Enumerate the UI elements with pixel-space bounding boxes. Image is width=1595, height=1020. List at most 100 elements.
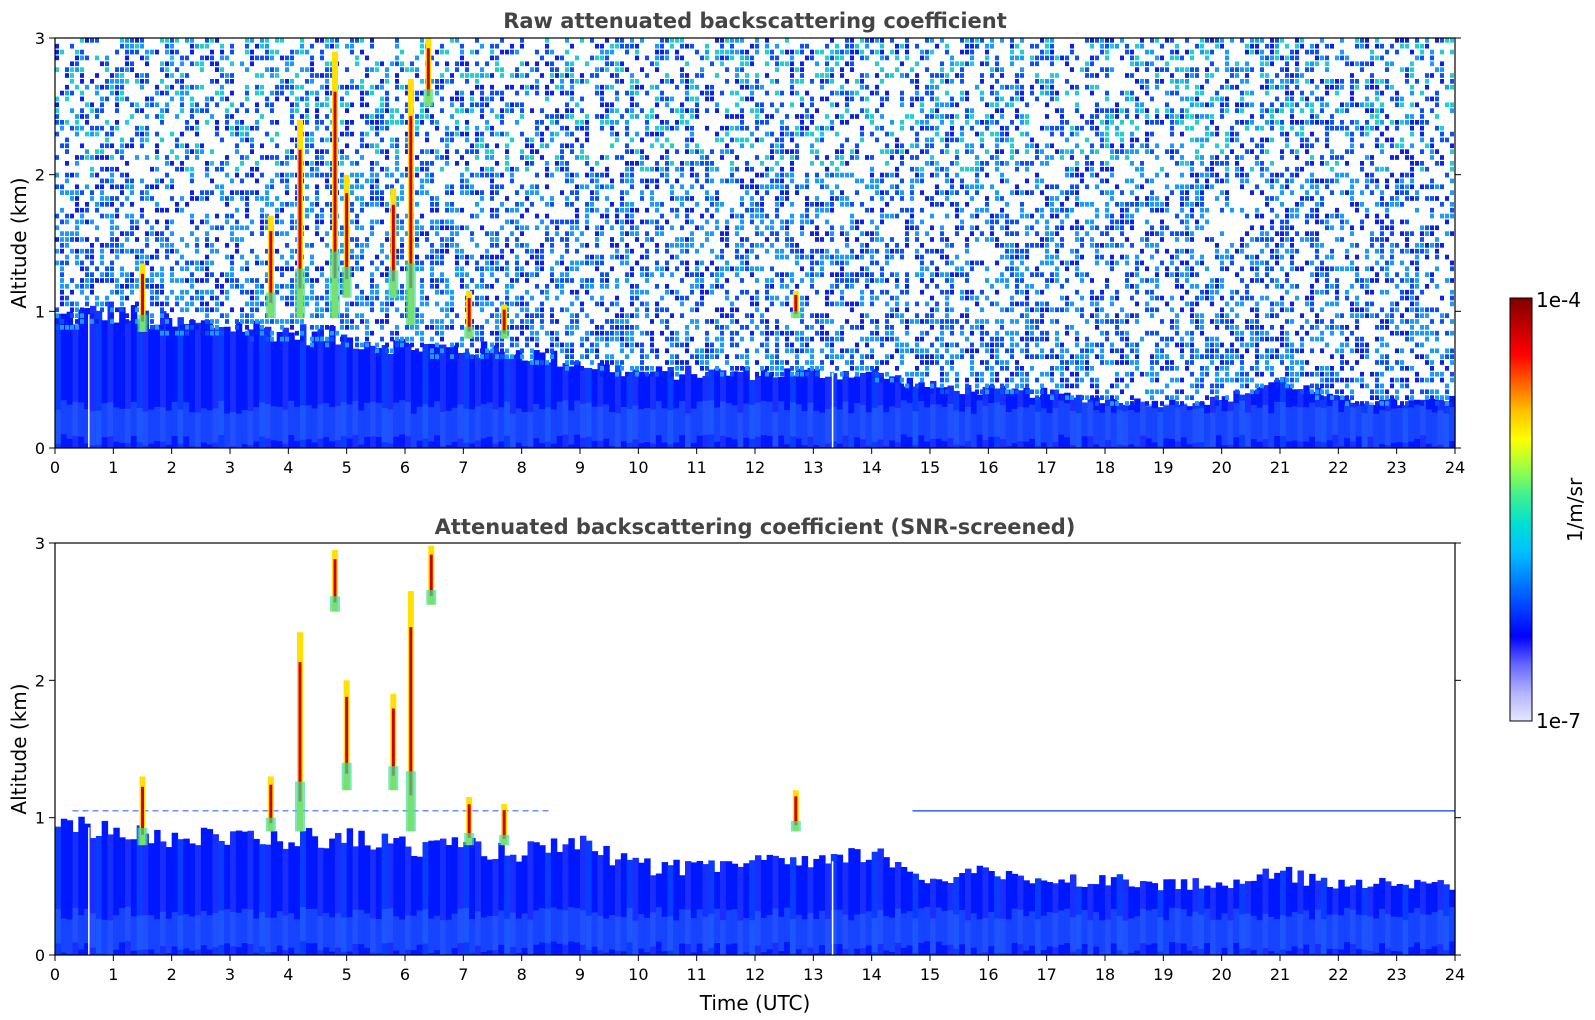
noise-pixel <box>975 38 979 43</box>
noise-pixel <box>815 125 819 131</box>
noise-pixel <box>1070 155 1074 160</box>
noise-pixel <box>230 73 234 78</box>
noise-pixel <box>825 67 829 72</box>
noise-pixel <box>800 213 804 219</box>
noise-pixel <box>1255 207 1259 213</box>
noise-pixel <box>1110 120 1114 125</box>
noise-pixel <box>865 43 869 49</box>
noise-pixel <box>995 237 999 242</box>
aerosol-near-surface <box>428 407 435 442</box>
noise-pixel <box>1300 43 1304 49</box>
noise-pixel <box>705 84 709 90</box>
noise-pixel <box>315 38 319 43</box>
noise-pixel <box>925 231 929 236</box>
noise-pixel <box>590 178 594 184</box>
noise-pixel <box>865 55 869 61</box>
noise-pixel <box>975 190 979 195</box>
noise-pixel <box>730 38 734 43</box>
noise-pixel <box>1055 225 1059 231</box>
noise-pixel <box>1410 73 1414 78</box>
noise-pixel <box>85 38 89 43</box>
noise-pixel <box>835 114 839 119</box>
noise-pixel <box>680 243 684 248</box>
noise-pixel <box>1350 196 1354 201</box>
noise-pixel <box>225 155 229 160</box>
noise-pixel <box>290 108 294 113</box>
noise-pixel <box>1405 184 1409 190</box>
aerosol-near-surface <box>644 407 651 443</box>
noise-pixel <box>1295 67 1299 72</box>
noise-pixel <box>575 213 579 219</box>
noise-pixel <box>395 231 399 236</box>
noise-pixel <box>305 102 309 108</box>
noise-pixel <box>415 166 419 172</box>
aerosol-near-surface <box>1180 403 1188 438</box>
noise-pixel <box>205 166 209 172</box>
noise-pixel <box>825 172 829 178</box>
noise-pixel <box>1170 90 1174 96</box>
aerosol-column <box>539 352 546 448</box>
noise-pixel <box>870 38 874 43</box>
noise-pixel <box>1435 38 1439 43</box>
noise-pixel <box>645 73 649 78</box>
aerosol-near-surface <box>212 408 219 443</box>
noise-pixel <box>1315 207 1319 213</box>
noise-pixel <box>950 120 954 125</box>
noise-pixel <box>1305 219 1309 225</box>
noise-pixel <box>1085 155 1089 160</box>
noise-pixel <box>755 190 759 195</box>
noise-pixel <box>1155 108 1159 113</box>
noise-pixel <box>925 114 929 119</box>
noise-pixel <box>1085 73 1089 78</box>
noise-pixel <box>420 108 424 113</box>
noise-pixel <box>1290 96 1294 102</box>
noise-pixel <box>550 120 554 125</box>
noise-pixel <box>800 225 804 231</box>
noise-pixel <box>470 143 474 149</box>
noise-pixel <box>1415 102 1419 108</box>
noise-pixel <box>1205 102 1209 108</box>
noise-pixel <box>1310 102 1314 108</box>
noise-pixel <box>70 125 74 131</box>
noise-pixel <box>845 237 849 242</box>
aerosol-near-surface <box>1128 409 1135 445</box>
noise-pixel <box>1205 73 1209 78</box>
noise-pixel <box>745 137 749 143</box>
noise-pixel <box>245 172 249 178</box>
aerosol-column <box>784 368 791 448</box>
noise-pixel <box>780 178 784 184</box>
noise-pixel <box>1010 190 1014 195</box>
noise-pixel <box>130 184 134 190</box>
noise-pixel <box>115 49 119 55</box>
noise-pixel <box>1130 178 1134 184</box>
noise-pixel <box>830 125 834 131</box>
noise-pixel <box>860 84 864 90</box>
noise-pixel <box>545 38 549 43</box>
noise-pixel <box>815 196 819 201</box>
noise-pixel <box>650 202 654 207</box>
noise-pixel <box>975 120 979 125</box>
noise-pixel <box>245 131 249 137</box>
noise-pixel <box>660 143 664 149</box>
noise-pixel <box>1290 190 1294 195</box>
noise-pixel <box>780 143 784 149</box>
noise-pixel <box>305 131 309 137</box>
noise-pixel <box>900 61 904 67</box>
noise-pixel <box>785 219 789 225</box>
noise-pixel <box>1000 38 1004 43</box>
noise-pixel <box>790 155 794 160</box>
noise-pixel <box>790 102 794 108</box>
aerosol-column <box>848 377 855 448</box>
noise-pixel <box>765 131 769 137</box>
noise-pixel <box>1130 190 1134 195</box>
noise-pixel <box>1095 114 1099 119</box>
noise-pixel <box>675 84 679 90</box>
noise-pixel <box>1165 202 1169 207</box>
noise-pixel <box>80 79 84 84</box>
noise-pixel <box>305 143 309 149</box>
noise-pixel <box>705 49 709 55</box>
noise-pixel <box>1450 131 1454 137</box>
noise-pixel <box>940 38 944 43</box>
noise-pixel <box>1325 90 1329 96</box>
noise-pixel <box>520 114 524 119</box>
